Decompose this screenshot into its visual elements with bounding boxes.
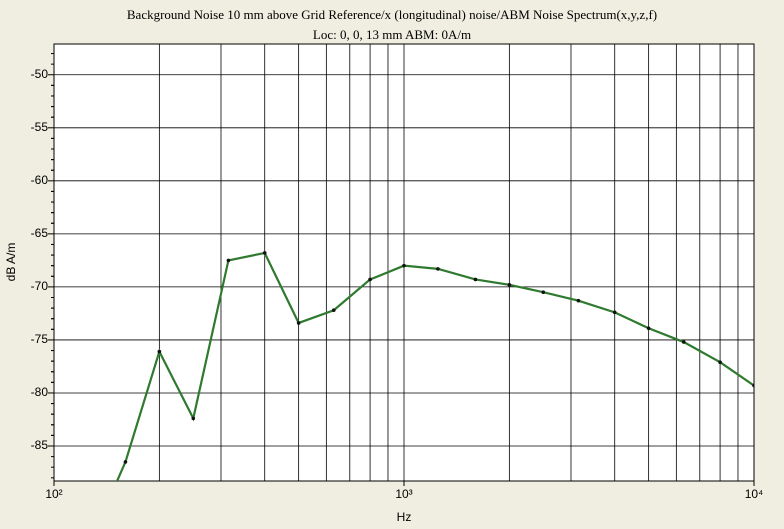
data-point xyxy=(123,460,128,464)
data-point xyxy=(436,267,440,271)
data-line xyxy=(115,251,754,481)
x-axis-label: Hz xyxy=(397,510,412,524)
y-tick-label: -55 xyxy=(31,120,49,134)
y-axis-label: dB A/m xyxy=(4,243,18,282)
y-tick-label: -50 xyxy=(31,67,49,81)
data-point xyxy=(296,321,301,325)
data-point xyxy=(646,326,651,331)
data-point xyxy=(576,298,581,303)
x-tick-label: 10³ xyxy=(395,487,412,501)
data-point xyxy=(752,383,754,388)
y-tick-label: -65 xyxy=(31,226,49,240)
data-point xyxy=(191,416,196,421)
data-point xyxy=(541,290,546,294)
x-tick-label: 10⁴ xyxy=(745,487,764,501)
y-tick-label: -80 xyxy=(31,385,49,399)
data-point xyxy=(507,282,512,287)
data-point xyxy=(473,277,478,282)
data-point xyxy=(226,258,231,263)
plot-layer xyxy=(115,251,754,481)
data-point xyxy=(368,277,372,282)
chart-subtitle: Loc: 0, 0, 13 mm ABM: 0A/m xyxy=(313,27,471,42)
y-tick-label: -70 xyxy=(31,279,49,293)
data-point xyxy=(718,360,722,365)
y-tick-label: -60 xyxy=(31,173,49,187)
data-point xyxy=(262,251,267,255)
data-point xyxy=(157,349,162,354)
data-point xyxy=(331,308,336,313)
data-point xyxy=(612,310,617,315)
chart-title: Background Noise 10 mm above Grid Refere… xyxy=(127,7,657,22)
y-tick-label: -75 xyxy=(31,332,49,346)
x-tick-label: 10² xyxy=(45,487,62,501)
data-point xyxy=(402,263,406,268)
data-point xyxy=(681,340,686,344)
y-tick-label: -85 xyxy=(31,438,49,452)
